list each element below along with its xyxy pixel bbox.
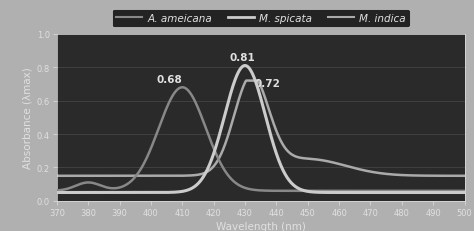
Legend: A. ameicana, M. spicata, M. indica: A. ameicana, M. spicata, M. indica	[112, 9, 410, 28]
Text: 0.81: 0.81	[229, 52, 255, 62]
X-axis label: Wavelength (nm): Wavelength (nm)	[216, 221, 306, 231]
Text: 0.72: 0.72	[254, 78, 280, 88]
Y-axis label: Absorbance (λmax): Absorbance (λmax)	[23, 67, 33, 168]
Text: 0.68: 0.68	[157, 75, 182, 85]
